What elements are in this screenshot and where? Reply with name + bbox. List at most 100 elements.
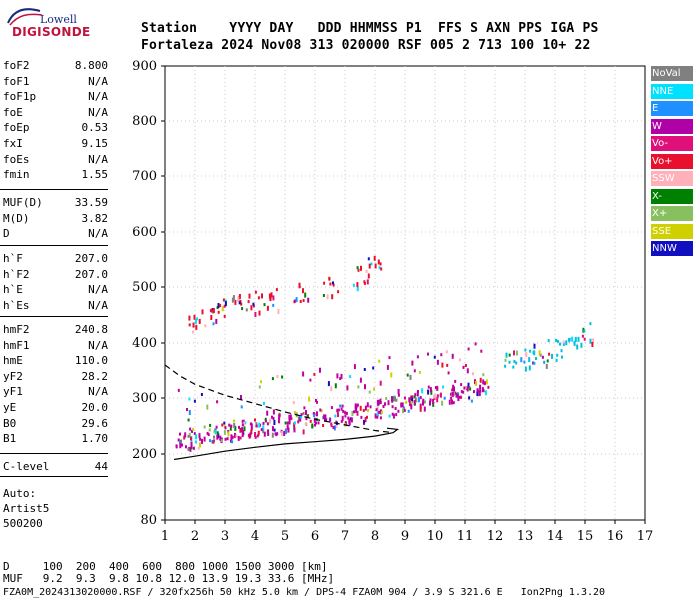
echo-point	[539, 353, 542, 357]
echo-point	[483, 382, 486, 386]
echo-point	[313, 372, 316, 376]
param-value: 207.0	[74, 252, 108, 265]
echo-point	[221, 423, 224, 427]
echo-point	[190, 442, 193, 446]
echo-point	[482, 373, 485, 377]
echo-point	[379, 416, 382, 420]
echo-point	[452, 384, 455, 390]
echo-point	[192, 427, 195, 431]
echo-point	[334, 383, 337, 389]
echo-point	[391, 405, 394, 409]
echo-point	[573, 340, 576, 346]
echo-point	[368, 263, 371, 269]
echo-point	[421, 388, 424, 394]
echo-point	[472, 372, 474, 376]
echo-point	[188, 410, 191, 415]
echo-point	[589, 322, 592, 326]
echo-point	[369, 405, 372, 409]
echo-point	[252, 302, 255, 306]
legend-item: SSE	[651, 223, 693, 239]
echo-point	[336, 373, 339, 379]
echo-point	[281, 375, 284, 379]
echo-point	[505, 352, 508, 358]
echo-point	[458, 395, 461, 399]
echo-point	[266, 410, 269, 416]
echo-point	[337, 290, 340, 294]
echo-point	[555, 358, 558, 362]
echo-point	[328, 277, 331, 281]
param-row: h`F2 207.0	[3, 268, 108, 282]
echo-point	[508, 360, 511, 364]
footer-file-info: FZA0M_2024313020000.RSF / 320fx256h 50 k…	[3, 587, 606, 598]
y-tick-label: 700	[132, 169, 157, 184]
echo-point	[583, 337, 586, 341]
param-name: B1	[3, 432, 17, 446]
echo-point	[258, 385, 261, 389]
echo-point	[402, 408, 404, 414]
echo-point	[561, 355, 563, 359]
echo-point	[562, 342, 565, 346]
echo-point	[335, 422, 338, 428]
echo-point	[190, 444, 193, 448]
echo-point	[257, 296, 260, 300]
param-name: fxI	[3, 137, 23, 150]
echo-point	[411, 360, 414, 366]
echo-point	[329, 418, 332, 422]
echo-point	[254, 290, 257, 294]
param-row: hmE 110.0	[3, 354, 108, 368]
echo-point	[243, 426, 246, 432]
echo-point	[416, 355, 419, 359]
echo-point	[294, 421, 296, 425]
echo-point	[432, 401, 435, 407]
echo-point	[219, 435, 222, 441]
x-tick-label: 10	[427, 529, 444, 544]
echo-point	[330, 406, 333, 410]
echo-point	[302, 288, 304, 294]
echo-point	[339, 377, 342, 381]
echo-point	[319, 408, 322, 412]
echo-point	[445, 350, 448, 354]
echo-point	[188, 432, 191, 438]
echo-point	[245, 308, 248, 312]
echo-point	[199, 437, 202, 441]
auto-artist: Artist5	[3, 502, 50, 515]
echo-point	[413, 395, 416, 399]
echo-point	[223, 421, 226, 425]
echo-point	[297, 416, 300, 422]
echo-point	[525, 352, 528, 358]
echo-point	[241, 432, 244, 438]
echo-point	[467, 347, 470, 351]
echo-point	[533, 343, 536, 349]
param-row: yF2 28.2	[3, 370, 108, 384]
echo-point	[441, 400, 444, 406]
param-name: h`E	[3, 283, 23, 297]
y-tick-label: 500	[132, 280, 157, 295]
echo-point	[243, 421, 246, 427]
echo-point	[261, 293, 263, 299]
echo-point	[272, 409, 275, 415]
echo-point	[271, 377, 274, 381]
echo-point	[487, 385, 490, 389]
x-tick-label: 4	[251, 529, 259, 544]
echo-point	[250, 429, 253, 435]
echo-point	[478, 390, 481, 396]
echo-point	[411, 397, 414, 403]
echo-point	[234, 299, 237, 305]
echo-point	[356, 286, 359, 292]
echo-point	[285, 429, 287, 435]
echo-point	[427, 389, 430, 395]
param-name: foF1	[3, 74, 30, 88]
echo-point	[440, 353, 443, 357]
echo-point	[221, 306, 224, 312]
echo-point	[390, 372, 393, 378]
param-value: 29.6	[81, 416, 109, 430]
echo-point	[209, 439, 211, 443]
echo-point	[432, 398, 435, 404]
echo-point	[364, 384, 366, 390]
echo-point	[463, 386, 466, 390]
echo-point	[302, 411, 305, 415]
echo-point	[419, 406, 422, 412]
echo-point	[332, 281, 334, 285]
echo-point	[188, 315, 191, 321]
